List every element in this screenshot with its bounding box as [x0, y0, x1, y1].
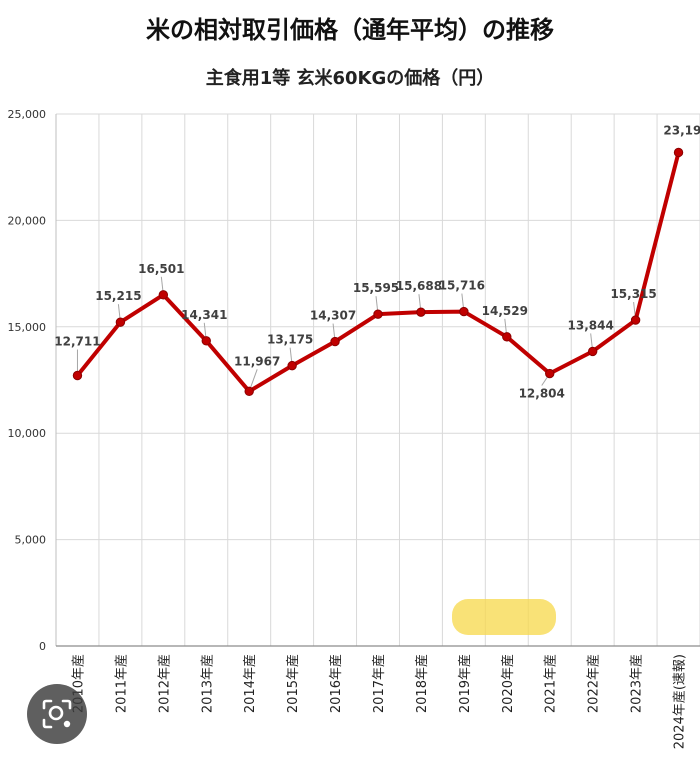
x-tick-label: 2017年産 [371, 654, 387, 713]
data-point [416, 307, 426, 317]
data-label: 15,716 [439, 279, 485, 293]
y-tick-label: 25,000 [8, 108, 47, 121]
y-tick-label: 20,000 [8, 214, 47, 227]
x-tick-label: 2013年産 [199, 654, 215, 713]
x-tick-label: 2011年産 [113, 654, 129, 713]
data-point [115, 317, 126, 327]
x-tick-labels: 2010年産 2011年産 2012年産 2013年産 2014年産 2015年産 2016… [70, 654, 687, 749]
data-point [502, 332, 512, 342]
y-tick-label: 10,000 [8, 427, 47, 440]
data-label: 23,192 [663, 123, 700, 137]
gridlines [55, 113, 700, 646]
y-tick-label: 15,000 [8, 321, 47, 334]
x-tick-label: 2016年産 [328, 654, 344, 713]
data-label: 15,688 [396, 279, 442, 293]
x-tick-label: 2024年産(速報) [672, 654, 688, 749]
chart-title: 米の相対取引価格（通年平均）の推移 [146, 16, 554, 44]
data-point [545, 368, 555, 379]
data-label: 14,341 [181, 308, 227, 322]
x-tick-label: 2020年産 [500, 654, 516, 713]
x-tick-label: 2021年産 [543, 654, 559, 713]
x-tick-label: 2018年産 [414, 654, 430, 713]
data-point [673, 147, 684, 158]
data-point [201, 336, 211, 346]
data-label: 15,215 [95, 289, 141, 303]
x-tick-label: 2014年産 [242, 654, 258, 713]
highlight-mark [452, 599, 556, 635]
data-label: 16,501 [138, 262, 184, 276]
axes [55, 114, 700, 647]
y-tick-label: 0 [39, 640, 46, 653]
x-tick-label: 2015年産 [285, 654, 301, 713]
data-label: 14,307 [310, 309, 356, 323]
x-tick-label: 2023年産 [629, 654, 645, 713]
data-point [72, 370, 83, 381]
data-point [287, 360, 297, 371]
y-tick-labels: 0 5,000 10,000 15,000 20,000 25,000 [8, 108, 47, 653]
data-label: 13,844 [568, 318, 614, 332]
data-label: 15,315 [610, 287, 656, 301]
data-point [330, 336, 340, 347]
image-search-icon [42, 699, 72, 729]
data-point [244, 386, 254, 397]
x-tick-label: 2019年産 [457, 654, 473, 713]
data-point [587, 346, 598, 357]
data-label: 11,967 [234, 354, 280, 368]
data-point [630, 315, 641, 325]
data-label: 14,529 [482, 304, 528, 318]
image-search-button[interactable] [27, 684, 87, 744]
data-point [373, 309, 383, 319]
data-label: 13,175 [267, 333, 313, 347]
data-label: 12,804 [519, 387, 565, 401]
data-point [158, 290, 169, 300]
data-point [459, 306, 469, 317]
y-tick-label: 5,000 [15, 534, 47, 547]
data-labels: 12,711 15,215 16,501 14,341 11,967 13,175 14,3… [54, 123, 700, 400]
data-label: 15,595 [353, 281, 399, 295]
x-tick-label: 2012年産 [156, 654, 172, 713]
chart-subtitle: 主食用1等 玄米60KGの価格（円） [205, 68, 495, 89]
data-label: 12,711 [54, 335, 100, 349]
x-tick-label: 2022年産 [586, 654, 602, 713]
data-points [72, 147, 684, 397]
